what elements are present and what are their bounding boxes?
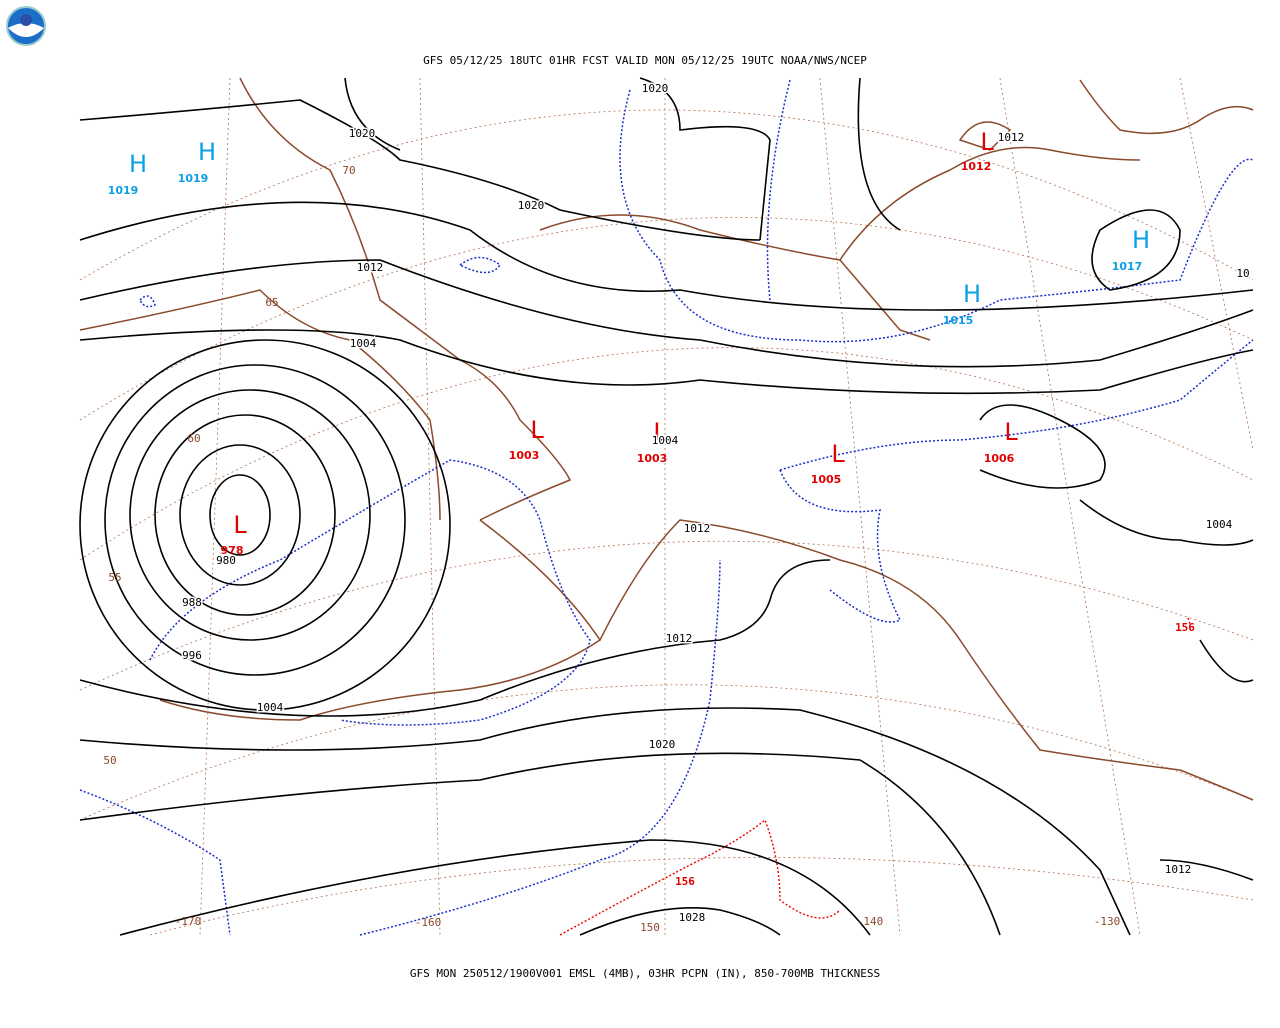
- isobar-label: 1012: [357, 261, 384, 274]
- graticule-label: -140: [857, 915, 884, 928]
- isobar-label: 1012: [684, 522, 711, 535]
- graticule-label: -170: [175, 915, 202, 928]
- isobar-label: 1020: [349, 127, 376, 140]
- thickness-labels: 156 156: [675, 621, 1195, 888]
- isobar-label: 10: [1236, 267, 1249, 280]
- thickness-label: 156: [675, 875, 695, 888]
- graticule-label: 150: [640, 921, 660, 934]
- isobar-label: 1020: [642, 82, 669, 95]
- isobar-label: 1012: [998, 131, 1025, 144]
- graticule-label: 55: [108, 571, 121, 584]
- center-symbol: H: [963, 280, 981, 308]
- isobar-label: 1004: [652, 434, 679, 447]
- isobar-label: 1012: [1165, 863, 1192, 876]
- isobar-label: 1012: [666, 632, 693, 645]
- center-value: 1006: [984, 452, 1015, 465]
- isobar-label: 1004: [257, 701, 284, 714]
- center-symbol: L: [653, 418, 667, 446]
- pressure-centers: H 1019 H 1019 L 1012 H 1017 H 1015 L 1003 L 1003 L 1005…: [108, 128, 1150, 557]
- center-value: 978: [221, 544, 244, 557]
- graticule-labels: 70 65 60 55 50 -170 -160 150 -140 -130: [103, 164, 1120, 934]
- isobar-label: 1004: [1206, 518, 1233, 531]
- isobar-label: 988: [182, 596, 202, 609]
- map-caption: GFS MON 250512/1900V001 EMSL (4MB), 03HR…: [410, 967, 880, 980]
- thickness-contours: [559, 617, 1191, 936]
- center-value: 1017: [1112, 260, 1143, 273]
- center-value: 1003: [509, 449, 540, 462]
- isobar-label: 1020: [649, 738, 676, 751]
- precip-contours: [79, 79, 1254, 936]
- center-symbol: H: [1132, 226, 1150, 254]
- center-value: 1019: [108, 184, 139, 197]
- graticule-label: 50: [103, 754, 116, 767]
- center-value: 1019: [178, 172, 209, 185]
- center-value: 1005: [811, 473, 842, 486]
- isobar-label: 1004: [350, 337, 377, 350]
- isobar-label: 996: [182, 649, 202, 662]
- center-symbol: H: [198, 138, 216, 166]
- center-symbol: L: [980, 128, 994, 156]
- isobar-label: 1028: [679, 911, 706, 924]
- center-value: 1003: [637, 452, 668, 465]
- isobar-label: 1020: [518, 199, 545, 212]
- graticule-label: 65: [265, 296, 278, 309]
- thickness-label: 156: [1175, 621, 1195, 634]
- isobars: [79, 77, 1254, 936]
- center-value: 1012: [961, 160, 992, 173]
- coastlines: [79, 77, 1254, 801]
- center-value: 1015: [943, 314, 974, 327]
- noaa-logo: [6, 6, 46, 46]
- graticule-label: 70: [342, 164, 355, 177]
- center-symbol: H: [129, 150, 147, 178]
- graticule-label: -130: [1094, 915, 1121, 928]
- graticule-label: -160: [415, 916, 442, 929]
- isobar-labels: 1020 1020 1012 1020 1012 10 1004 1004 980 1012 988…: [181, 81, 1252, 926]
- center-symbol: L: [530, 416, 544, 444]
- isobar-label: 980: [216, 554, 236, 567]
- center-symbol: L: [1004, 418, 1018, 446]
- map-title: GFS 05/12/25 18UTC 01HR FCST VALID MON 0…: [423, 54, 867, 67]
- graticule: [79, 77, 1254, 936]
- center-symbol: L: [831, 440, 845, 468]
- graticule-label: 60: [187, 432, 200, 445]
- center-symbol: L: [233, 511, 247, 539]
- map-frame: [80, 78, 1253, 935]
